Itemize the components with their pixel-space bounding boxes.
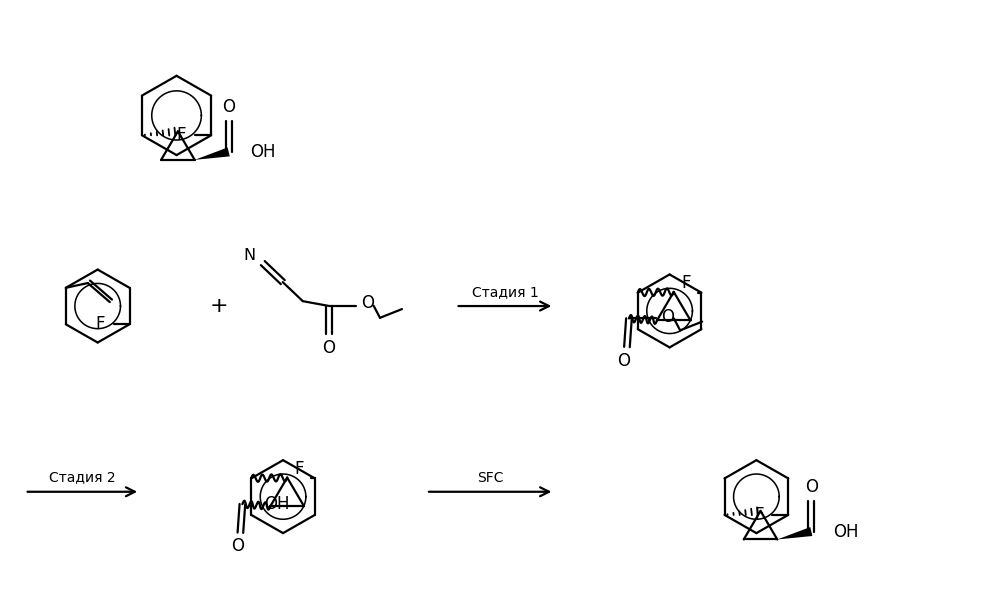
Text: +: +: [210, 296, 228, 316]
Text: SFC: SFC: [477, 471, 503, 485]
Text: O: O: [661, 307, 674, 325]
Text: OH: OH: [833, 522, 859, 540]
Text: N: N: [243, 248, 255, 263]
Text: O: O: [231, 537, 244, 556]
Text: OH: OH: [264, 495, 290, 513]
Text: O: O: [322, 339, 335, 357]
Text: O: O: [805, 478, 818, 496]
Text: F: F: [754, 506, 763, 524]
Text: O: O: [222, 99, 235, 116]
Text: F: F: [95, 315, 105, 333]
Text: O: O: [617, 352, 630, 370]
Text: Стадия 1: Стадия 1: [472, 285, 538, 299]
Text: OH: OH: [250, 143, 276, 161]
Text: O: O: [361, 294, 374, 312]
Polygon shape: [195, 147, 230, 160]
Text: F: F: [294, 460, 304, 477]
Polygon shape: [777, 527, 812, 540]
Text: Стадия 2: Стадия 2: [49, 471, 116, 485]
Text: F: F: [681, 274, 690, 292]
Text: F: F: [177, 126, 186, 144]
